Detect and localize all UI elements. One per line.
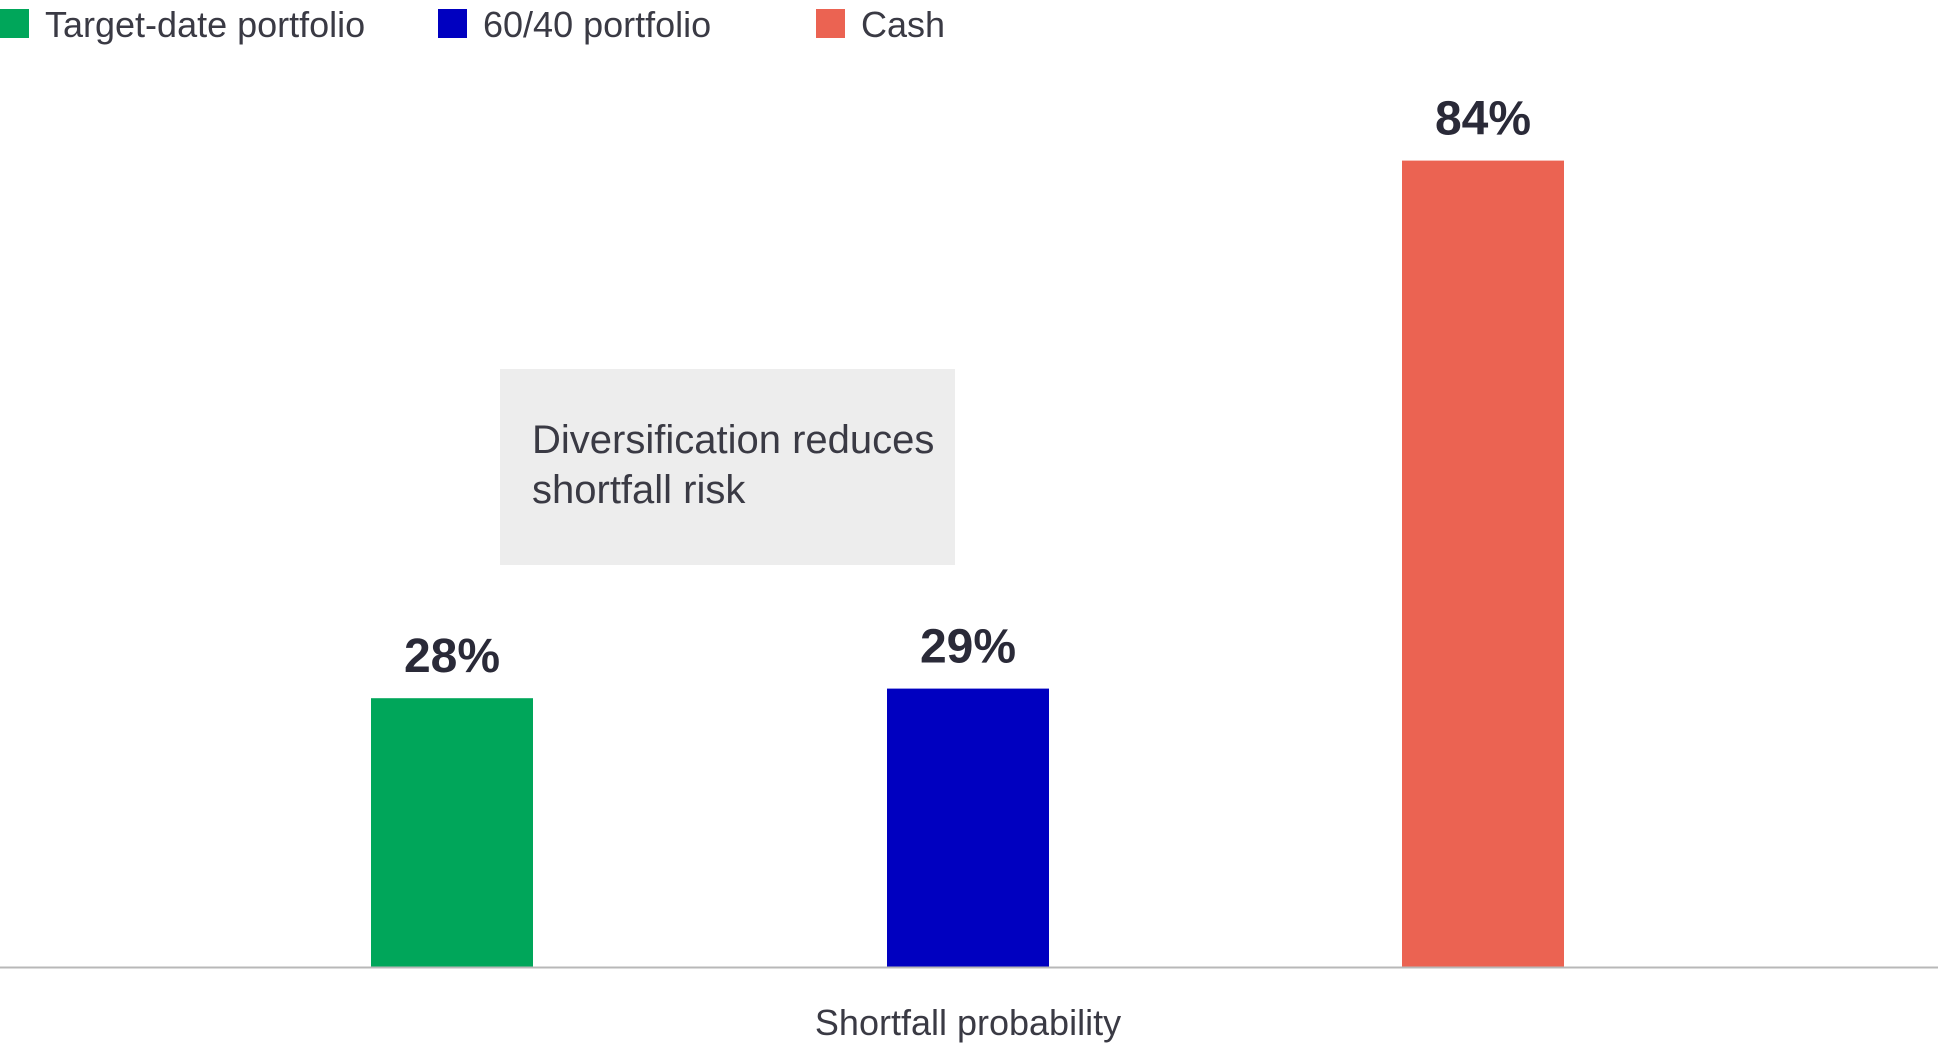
bar-cash [1402,160,1564,968]
annotation-box: Diversification reduces shortfall risk [500,369,955,565]
legend-swatch-target-date-portfolio [0,9,29,38]
legend-label-cash: Cash [861,4,945,45]
bars [371,160,1564,968]
annotation-line-2: shortfall risk [532,468,746,512]
bar-60-40-portfolio [887,688,1049,967]
x-axis-label: Shortfall probability [815,1002,1121,1043]
bar-target-date-portfolio [371,698,533,967]
annotation-background [500,369,955,565]
legend-swatch-cash [816,9,845,38]
value-labels: 28% 29% 84% [404,93,1531,684]
value-label-cash: 84% [1435,93,1531,146]
legend-label-target-date-portfolio: Target-date portfolio [45,4,365,45]
legend-swatch-60-40-portfolio [438,9,467,38]
value-label-target-date-portfolio: 28% [404,630,500,683]
value-label-60-40-portfolio: 29% [920,621,1016,674]
legend: Target-date portfolio 60/40 portfolio Cash [0,4,945,45]
annotation-line-1: Diversification reduces [532,418,934,462]
legend-label-60-40-portfolio: 60/40 portfolio [483,4,711,45]
